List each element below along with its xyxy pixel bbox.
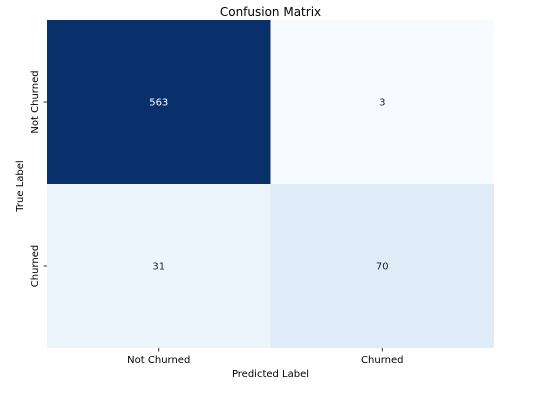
cell-value-label: 70 — [376, 262, 389, 273]
heatmap-cell — [270, 20, 494, 184]
x-tick-label: Not Churned — [127, 355, 190, 366]
heatmap-cell — [47, 20, 271, 184]
cell-value-label: 3 — [379, 98, 385, 109]
heatmap-cell — [47, 184, 271, 348]
y-tick-label: Not Churned — [30, 70, 41, 133]
y-tick-labels: Not Churned Churned — [30, 70, 47, 287]
x-tick-label: Churned — [361, 355, 403, 366]
y-tick-label: Churned — [30, 245, 41, 287]
chart-title: Confusion Matrix — [220, 5, 321, 19]
heatmap-cells: 563 3 31 70 — [47, 20, 494, 348]
cell-value-label: 563 — [149, 98, 168, 109]
heatmap-cell — [270, 184, 494, 348]
x-tick-labels: Not Churned Churned — [127, 348, 403, 366]
x-axis-label: Predicted Label — [232, 369, 309, 380]
cell-value-label: 31 — [152, 262, 165, 273]
y-axis-label: True Label — [15, 160, 26, 212]
